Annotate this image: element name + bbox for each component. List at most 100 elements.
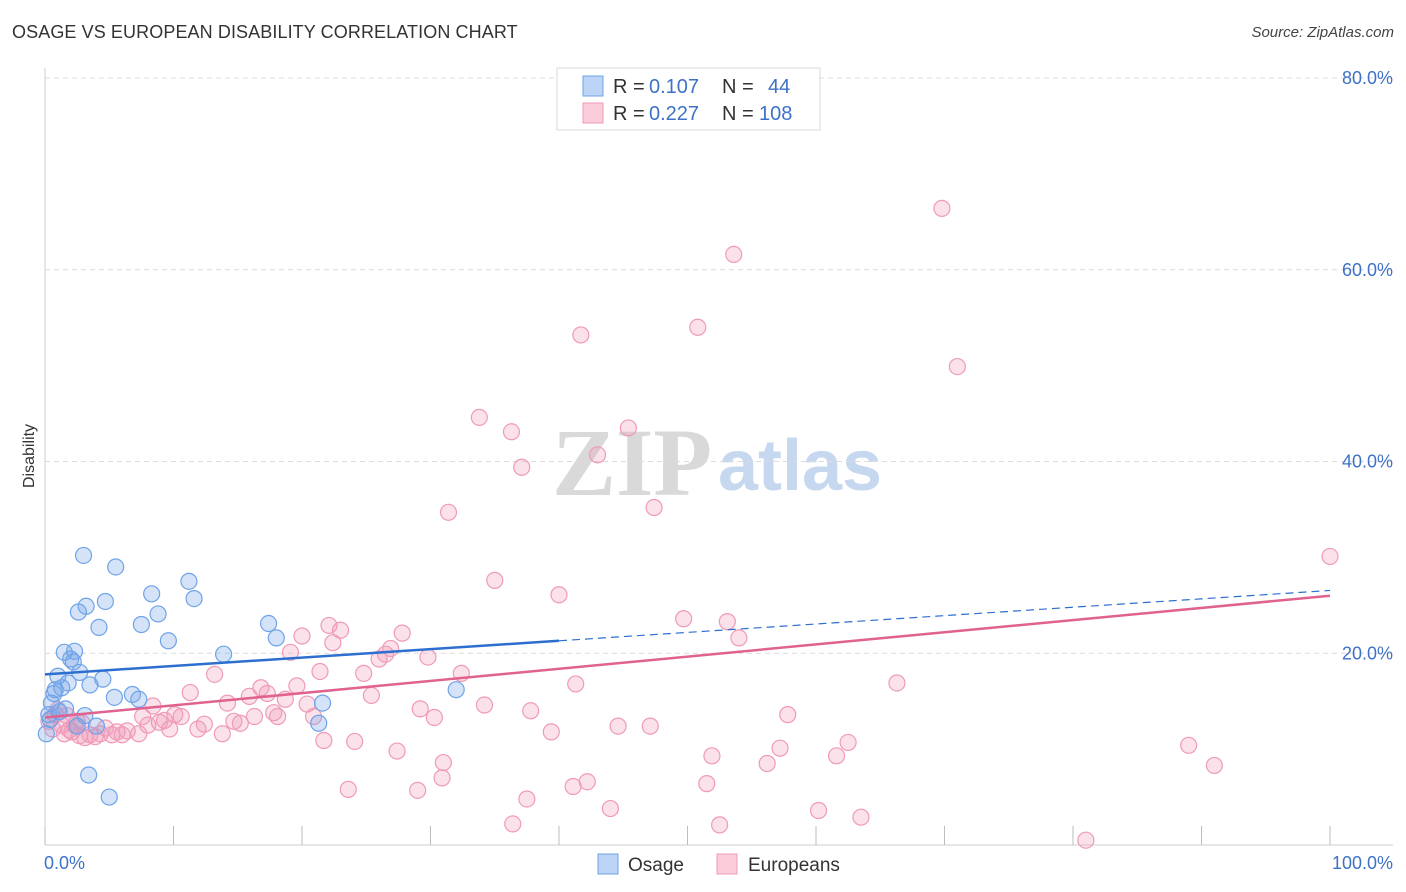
europeans-point-46 (281, 643, 300, 661)
osage-point-23 (87, 717, 106, 735)
osage-point-38 (215, 645, 233, 663)
europeans-point-35 (213, 725, 231, 743)
legend-swatch-europeans (582, 102, 604, 124)
europeans-point-63 (388, 742, 406, 760)
osage-point-42 (313, 694, 332, 712)
osage-point-18 (74, 546, 93, 565)
europeans-point-94 (689, 318, 707, 336)
europeans-point-86 (578, 773, 596, 791)
bottom-legend-swatch-osage (597, 853, 619, 875)
europeans-point-38 (231, 714, 249, 732)
europeans-point-30 (172, 707, 190, 726)
europeans-point-82 (550, 586, 568, 604)
europeans-point-69 (433, 769, 451, 787)
europeans-point-108 (888, 674, 906, 692)
source-label: Source: ZipAtlas.com (1251, 24, 1394, 41)
europeans-point-47 (288, 677, 306, 695)
europeans-point-41 (252, 679, 270, 697)
europeans-point-29 (166, 706, 184, 724)
osage-point-21 (80, 766, 98, 784)
osage-point-35 (159, 632, 177, 650)
europeans-point-73 (470, 408, 488, 426)
europeans-point-48 (293, 627, 311, 645)
bottom-legend-label-europeans: Europeans (748, 855, 840, 876)
europeans-point-87 (588, 446, 607, 464)
legend-r-value-europeans: 0.227 (649, 103, 699, 125)
europeans-point-100 (730, 629, 748, 647)
europeans-points (40, 199, 1339, 849)
europeans-point-71 (439, 503, 458, 521)
europeans-point-65 (409, 781, 427, 799)
x-tick-label-max: 100.0% (1332, 853, 1393, 873)
europeans-point-111 (1077, 831, 1095, 849)
europeans-point-51 (311, 662, 329, 681)
osage-point-37 (185, 590, 203, 608)
legend-n-value-europeans: 108 (759, 103, 792, 125)
y-tick-label-20: 20.0% (1342, 643, 1393, 663)
osage-point-25 (94, 670, 112, 688)
europeans-point-75 (486, 571, 504, 589)
europeans-point-52 (315, 731, 333, 750)
europeans-point-101 (758, 754, 776, 773)
europeans-point-55 (331, 621, 350, 639)
europeans-point-113 (1205, 756, 1223, 775)
osage-point-0 (37, 725, 55, 743)
bottom-legend-label-osage: Osage (628, 855, 684, 876)
europeans-point-112 (1180, 736, 1198, 754)
watermark-atlas: atlas (718, 426, 882, 506)
legend-r-label-europeans: R = (613, 103, 645, 125)
osage-point-40 (267, 629, 285, 647)
europeans-point-62 (382, 639, 400, 658)
osage-trend-line (44, 639, 560, 676)
europeans-point-56 (339, 780, 357, 798)
europeans-point-98 (718, 613, 736, 631)
osage-point-36 (180, 572, 198, 590)
europeans-point-84 (567, 675, 585, 693)
europeans-point-34 (206, 665, 224, 683)
osage-point-10 (56, 700, 75, 718)
y-tick-label-60: 60.0% (1342, 260, 1393, 280)
europeans-point-93 (675, 610, 693, 628)
x-tick-label-min: 0.0% (44, 853, 85, 873)
legend-r-value-osage: 0.107 (649, 76, 699, 98)
europeans-point-95 (698, 775, 716, 793)
osage-point-39 (259, 614, 278, 633)
watermark-zip: ZIP (552, 409, 712, 516)
europeans-point-58 (355, 664, 373, 682)
europeans-point-42 (258, 684, 276, 703)
osage-point-24 (90, 618, 108, 636)
europeans-point-59 (362, 686, 380, 705)
europeans-point-44 (268, 707, 287, 726)
osage-point-32 (132, 615, 150, 634)
osage-point-11 (59, 674, 77, 692)
europeans-point-68 (425, 708, 443, 727)
europeans-point-85 (572, 326, 590, 344)
legend-n-value-osage: 44 (768, 76, 790, 98)
europeans-trend-line (44, 594, 1331, 719)
bottom-legend-swatch-europeans (716, 853, 738, 875)
osage-point-14 (65, 642, 84, 660)
axes (44, 68, 1393, 846)
europeans-point-78 (513, 458, 531, 476)
series-legend: Osage Europeans (597, 853, 840, 876)
europeans-point-104 (809, 801, 828, 820)
europeans-point-37 (225, 712, 243, 730)
osage-point-43 (447, 681, 465, 699)
europeans-point-88 (601, 799, 620, 818)
europeans-point-54 (324, 634, 342, 652)
legend-swatch-osage (582, 75, 604, 97)
osage-points (37, 546, 465, 806)
europeans-point-31 (181, 683, 199, 702)
osage-point-34 (149, 605, 167, 623)
osage-point-26 (96, 592, 114, 611)
europeans-point-92 (645, 498, 663, 517)
europeans-point-107 (852, 808, 870, 826)
europeans-point-105 (827, 747, 846, 765)
europeans-point-110 (948, 357, 966, 376)
y-tick-label-40: 40.0% (1342, 452, 1393, 472)
europeans-point-64 (393, 624, 411, 642)
legend-r-label-osage: R = (613, 76, 645, 98)
europeans-point-114 (1321, 547, 1339, 566)
europeans-point-28 (161, 720, 179, 738)
europeans-point-70 (434, 753, 452, 772)
